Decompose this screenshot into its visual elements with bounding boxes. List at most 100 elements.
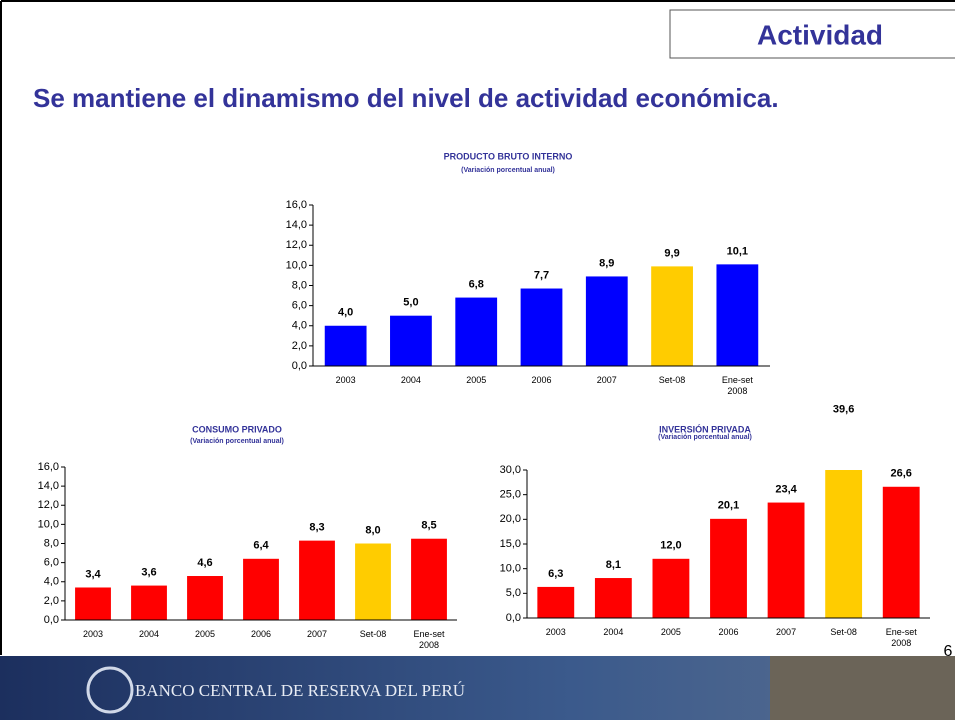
value-label: 4,6 bbox=[197, 557, 212, 569]
y-tick-label: 25,0 bbox=[500, 489, 521, 501]
bar bbox=[299, 541, 335, 620]
y-tick-label: 14,0 bbox=[286, 219, 307, 231]
value-label: 8,1 bbox=[606, 559, 621, 571]
y-tick-label: 5,0 bbox=[506, 587, 521, 599]
x-tick-label: 2006 bbox=[518, 375, 566, 386]
chart-canvas: Actividad Se mantiene el dinamismo del n… bbox=[0, 0, 955, 720]
bar bbox=[883, 487, 920, 618]
y-tick-label: 16,0 bbox=[38, 461, 59, 473]
bar bbox=[537, 587, 574, 618]
chart-title: CONSUMO PRIVADO bbox=[192, 424, 282, 434]
plot bbox=[537, 423, 919, 618]
value-label: 3,4 bbox=[85, 568, 101, 580]
x-tick-label: 2007 bbox=[583, 375, 631, 386]
bar bbox=[455, 298, 497, 366]
value-label: 6,8 bbox=[469, 278, 484, 290]
y-tick-label: 12,0 bbox=[38, 499, 59, 511]
x-tick-label: 2005 bbox=[452, 375, 500, 386]
bar bbox=[586, 276, 628, 366]
bar bbox=[595, 578, 632, 618]
bar bbox=[716, 264, 758, 366]
value-label: 7,7 bbox=[534, 269, 549, 281]
y-tick-label: 4,0 bbox=[292, 320, 307, 332]
chart-subtitle: (Variación porcentual anual) bbox=[461, 167, 555, 174]
chart-subtitle: (Variación porcentual anual) bbox=[658, 434, 752, 441]
y-tick-label: 8,0 bbox=[292, 279, 307, 291]
y-tick-label: 12,0 bbox=[286, 239, 307, 251]
x-tick-label: Ene-set 2008 bbox=[405, 629, 453, 651]
y-tick-label: 0,0 bbox=[292, 360, 307, 372]
bar bbox=[411, 539, 447, 620]
y-tick-label: 2,0 bbox=[44, 595, 59, 607]
y-tick-label: 16,0 bbox=[286, 199, 307, 211]
value-label: 8,0 bbox=[365, 524, 380, 536]
value-label: 8,5 bbox=[421, 520, 436, 532]
bar bbox=[825, 423, 862, 618]
value-label: 4,0 bbox=[338, 307, 353, 319]
y-tick-label: 10,0 bbox=[38, 518, 59, 530]
bar bbox=[710, 519, 747, 618]
value-label: 26,6 bbox=[891, 468, 912, 480]
value-label: 5,0 bbox=[403, 297, 418, 309]
y-tick-label: 30,0 bbox=[500, 464, 521, 476]
bar bbox=[651, 266, 693, 366]
y-tick-label: 20,0 bbox=[500, 513, 521, 525]
x-tick-label: Ene-set 2008 bbox=[877, 627, 925, 649]
y-tick-label: 0,0 bbox=[506, 612, 521, 624]
value-label: 8,3 bbox=[309, 522, 324, 534]
slide: Actividad Se mantiene el dinamismo del n… bbox=[0, 0, 955, 720]
x-tick-label: 2007 bbox=[293, 629, 341, 640]
x-tick-label: 2004 bbox=[589, 627, 637, 638]
x-tick-label: Set-08 bbox=[648, 375, 696, 386]
x-tick-label: 2003 bbox=[69, 629, 117, 640]
y-tick-label: 0,0 bbox=[44, 614, 59, 626]
value-label: 3,6 bbox=[141, 566, 156, 578]
chart-title: PRODUCTO BRUTO INTERNO bbox=[444, 151, 573, 161]
x-tick-label: 2006 bbox=[705, 627, 753, 638]
bar bbox=[390, 316, 432, 366]
x-tick-label: 2006 bbox=[237, 629, 285, 640]
chart-subtitle: (Variación porcentual anual) bbox=[190, 438, 284, 445]
headline: Se mantiene el dinamismo del nivel de ac… bbox=[33, 83, 779, 113]
bar bbox=[243, 559, 279, 620]
bar bbox=[75, 587, 111, 620]
x-tick-label: 2004 bbox=[387, 375, 435, 386]
y-tick-label: 8,0 bbox=[44, 537, 59, 549]
footer-text: BANCO CENTRAL DE RESERVA DEL PERÚ bbox=[135, 681, 465, 700]
y-tick-label: 6,0 bbox=[44, 557, 59, 569]
x-tick-label: Set-08 bbox=[820, 627, 868, 638]
value-label: 6,4 bbox=[253, 540, 269, 552]
header: Actividad bbox=[757, 19, 883, 50]
chart-title: INVERSIÓN PRIVADA bbox=[659, 423, 751, 434]
y-tick-label: 6,0 bbox=[292, 300, 307, 312]
x-tick-label: 2003 bbox=[322, 375, 370, 386]
bar bbox=[131, 586, 167, 620]
x-tick-label: 2005 bbox=[181, 629, 229, 640]
value-label: 8,9 bbox=[599, 257, 614, 269]
x-tick-label: Ene-set 2008 bbox=[713, 375, 761, 397]
y-tick-label: 4,0 bbox=[44, 576, 59, 588]
bar bbox=[768, 503, 805, 618]
y-tick-label: 10,0 bbox=[286, 259, 307, 271]
y-tick-label: 15,0 bbox=[500, 538, 521, 550]
x-tick-label: Set-08 bbox=[349, 629, 397, 640]
value-label: 9,9 bbox=[664, 247, 679, 259]
footer-photo bbox=[770, 656, 955, 720]
x-tick-label: 2005 bbox=[647, 627, 695, 638]
value-label: 23,4 bbox=[775, 483, 797, 495]
x-tick-label: 2004 bbox=[125, 629, 173, 640]
bar bbox=[187, 576, 223, 620]
y-tick-label: 14,0 bbox=[38, 480, 59, 492]
y-tick-label: 2,0 bbox=[292, 340, 307, 352]
value-label: 10,1 bbox=[727, 245, 748, 257]
bar bbox=[653, 559, 690, 618]
x-tick-label: 2003 bbox=[532, 627, 580, 638]
bar bbox=[355, 544, 391, 621]
value-label: 20,1 bbox=[718, 500, 739, 512]
bar bbox=[521, 289, 563, 366]
bar bbox=[325, 326, 367, 366]
value-label: 12,0 bbox=[660, 540, 681, 552]
y-tick-label: 10,0 bbox=[500, 563, 521, 575]
x-tick-label: 2007 bbox=[762, 627, 810, 638]
value-label: 6,3 bbox=[548, 568, 563, 580]
